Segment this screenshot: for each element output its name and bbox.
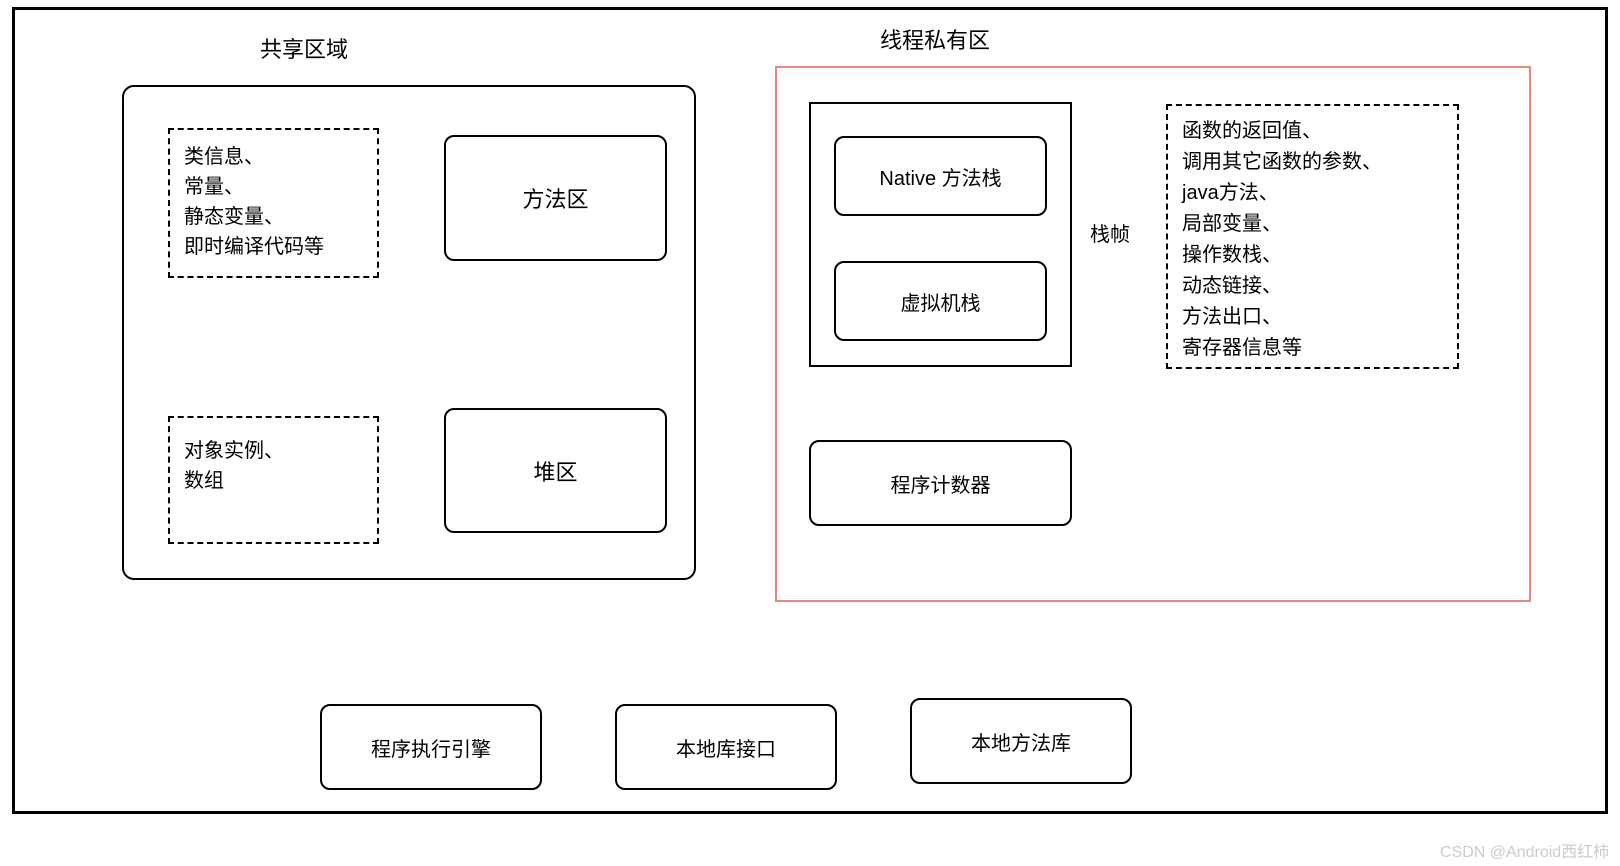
- pc-box: 程序计数器: [809, 440, 1072, 526]
- method-area-note: 类信息、 常量、 静态变量、 即时编译代码等: [168, 128, 379, 278]
- engine-label: 程序执行引擎: [371, 733, 491, 762]
- frame-note-text: 函数的返回值、 调用其它函数的参数、 java方法、 局部变量、 操作数栈、 动…: [1182, 116, 1443, 364]
- native-interface-box: 本地库接口: [615, 704, 837, 790]
- watermark: CSDN @Android西红柿: [1440, 838, 1609, 862]
- native-stack-label: Native 方法栈: [879, 162, 1001, 191]
- vm-stack-box: 虚拟机栈: [834, 261, 1047, 341]
- heap-box: 堆区: [444, 408, 667, 533]
- pc-label: 程序计数器: [891, 469, 991, 498]
- native-lib-label: 本地方法库: [971, 727, 1071, 756]
- heap-note-text: 对象实例、 数组: [184, 436, 363, 496]
- frame-note: 函数的返回值、 调用其它函数的参数、 java方法、 局部变量、 操作数栈、 动…: [1166, 104, 1459, 369]
- stack-frame-label: 栈帧: [1090, 218, 1130, 247]
- shared-region-title: 共享区域: [260, 32, 348, 64]
- engine-box: 程序执行引擎: [320, 704, 542, 790]
- method-area-note-text: 类信息、 常量、 静态变量、 即时编译代码等: [184, 142, 363, 262]
- native-stack-box: Native 方法栈: [834, 136, 1047, 216]
- heap-note: 对象实例、 数组: [168, 416, 379, 544]
- native-lib-box: 本地方法库: [910, 698, 1132, 784]
- vm-stack-label: 虚拟机栈: [901, 287, 981, 316]
- method-area-box: 方法区: [444, 135, 667, 261]
- method-area-label: 方法区: [522, 182, 588, 214]
- heap-label: 堆区: [533, 455, 577, 487]
- private-region-title: 线程私有区: [880, 23, 990, 55]
- native-interface-label: 本地库接口: [676, 733, 776, 762]
- diagram-canvas: 共享区域 类信息、 常量、 静态变量、 即时编译代码等 方法区 对象实例、 数组…: [0, 0, 1620, 866]
